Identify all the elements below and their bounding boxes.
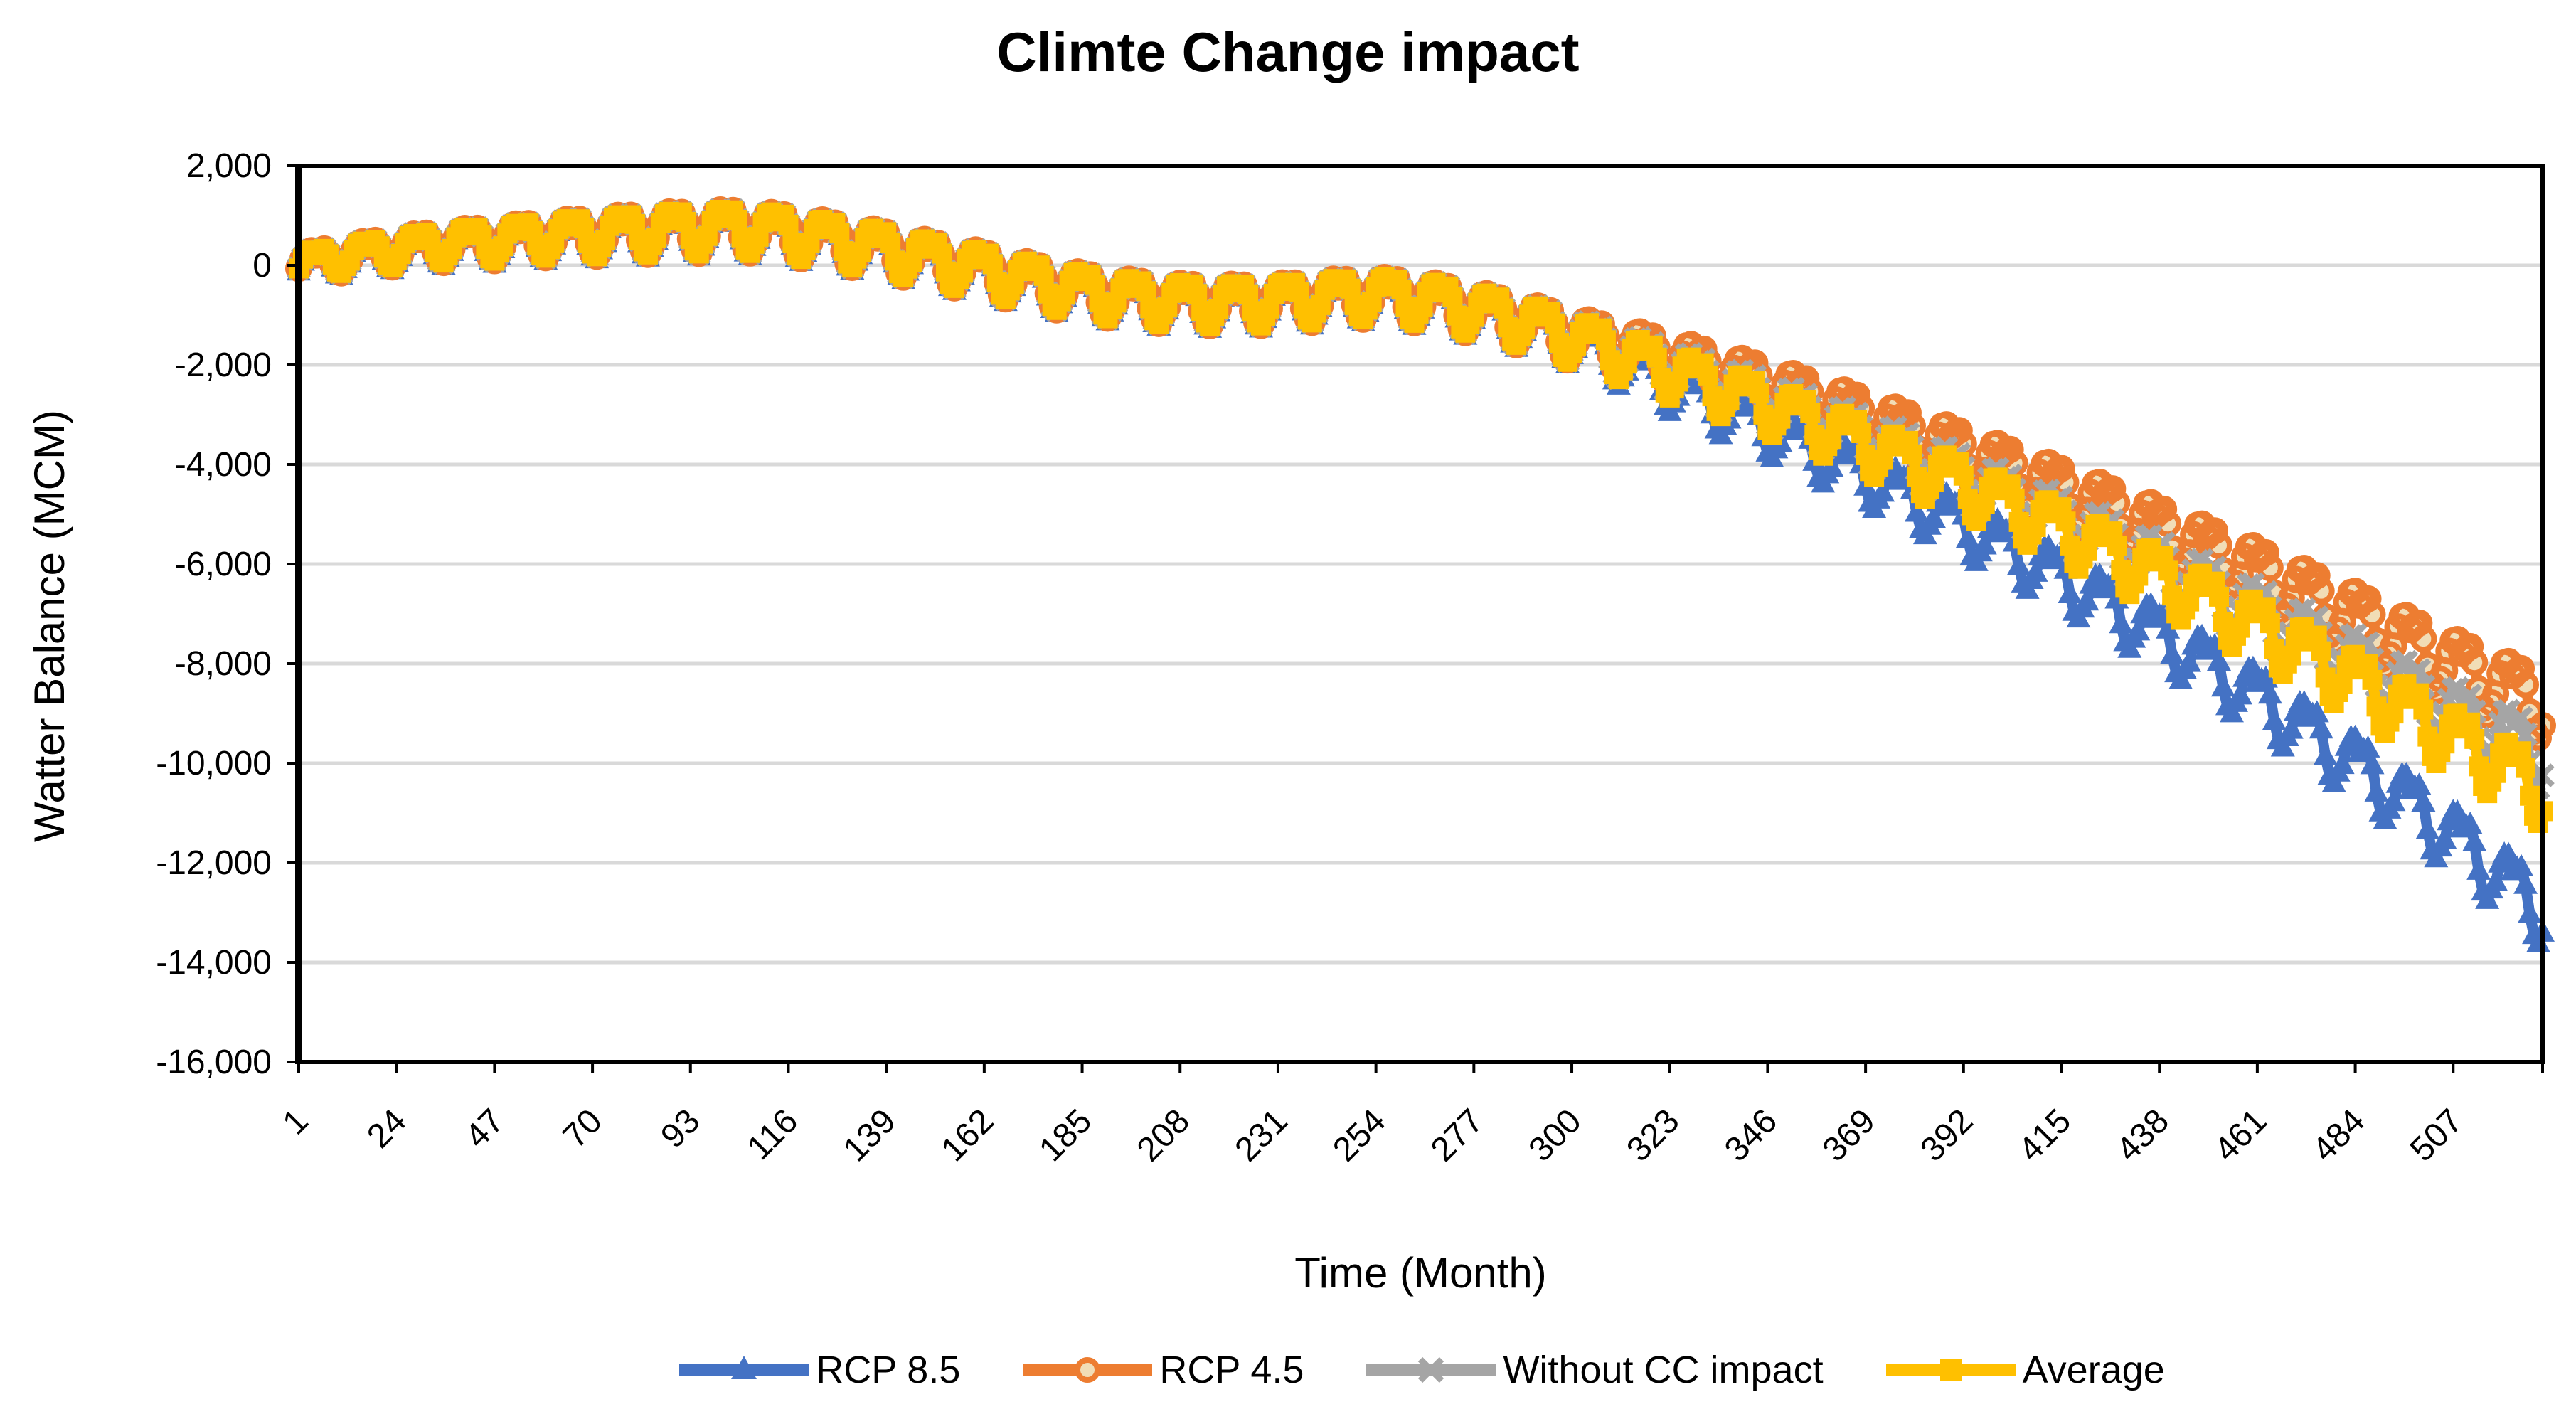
x-tick-label: 438 (2109, 1102, 2176, 1169)
y-tick-label: -10,000 (156, 745, 272, 782)
legend-label: RCP 8.5 (816, 1349, 961, 1391)
legend-label: RCP 4.5 (1159, 1349, 1304, 1391)
legend-swatch-x-icon (1363, 1350, 1499, 1390)
x-tick-label: 415 (2011, 1102, 2078, 1169)
x-tick-label: 484 (2305, 1102, 2372, 1169)
legend-item-rcp85: RCP 8.5 (676, 1348, 960, 1392)
x-tick-label: 392 (1913, 1102, 1980, 1169)
legend-swatch-square-icon (1883, 1350, 2018, 1390)
legend: RCP 8.5 RCP 4.5 Without CC impact Averag… (299, 1348, 2543, 1392)
y-tick-label: -16,000 (156, 1043, 272, 1081)
x-tick-label: 162 (935, 1102, 1001, 1169)
y-tick-label: -14,000 (156, 944, 272, 982)
y-tick-label: -8,000 (175, 645, 272, 683)
x-tick-label: 47 (458, 1102, 511, 1155)
x-tick-label: 346 (1718, 1102, 1784, 1169)
legend-swatch-circle-icon (1020, 1350, 1155, 1390)
legend-item-without-cc: Without CC impact (1363, 1348, 1824, 1392)
y-tick-label: -4,000 (175, 446, 272, 484)
x-tick-label: 139 (836, 1102, 903, 1169)
y-tick-label: 0 (252, 247, 272, 285)
legend-label: Without CC impact (1503, 1349, 1824, 1391)
x-tick-label: 461 (2208, 1102, 2274, 1169)
x-tick-label: 208 (1130, 1102, 1197, 1169)
x-tick-label: 70 (556, 1102, 610, 1155)
x-tick-label: 507 (2403, 1102, 2470, 1169)
legend-swatch-triangle-icon (676, 1350, 811, 1390)
x-tick-label: 254 (1326, 1102, 1393, 1169)
legend-item-average: Average (1883, 1348, 2165, 1392)
x-tick-label: 369 (1816, 1102, 1883, 1169)
legend-item-rcp45: RCP 4.5 (1020, 1348, 1304, 1392)
chart-title: Climte Change impact (996, 21, 1580, 83)
y-tick-label: -2,000 (175, 346, 272, 384)
x-tick-label: 93 (654, 1102, 707, 1155)
x-tick-label: 231 (1228, 1102, 1295, 1169)
legend-label: Average (2022, 1349, 2165, 1391)
x-axis-title: Time (Month) (1294, 1249, 1547, 1297)
x-tick-label: 185 (1032, 1102, 1099, 1169)
y-tick-label: -12,000 (156, 844, 272, 882)
x-tick-label: 24 (360, 1102, 413, 1155)
y-tick-label: -6,000 (175, 546, 272, 583)
x-tick-label: 1 (275, 1102, 315, 1142)
y-tick-label: 2,000 (186, 147, 272, 185)
x-tick-label: 277 (1424, 1102, 1491, 1169)
x-tick-label: 300 (1522, 1102, 1589, 1169)
x-tick-label: 323 (1619, 1102, 1686, 1169)
x-tick-label: 116 (740, 1102, 806, 1167)
